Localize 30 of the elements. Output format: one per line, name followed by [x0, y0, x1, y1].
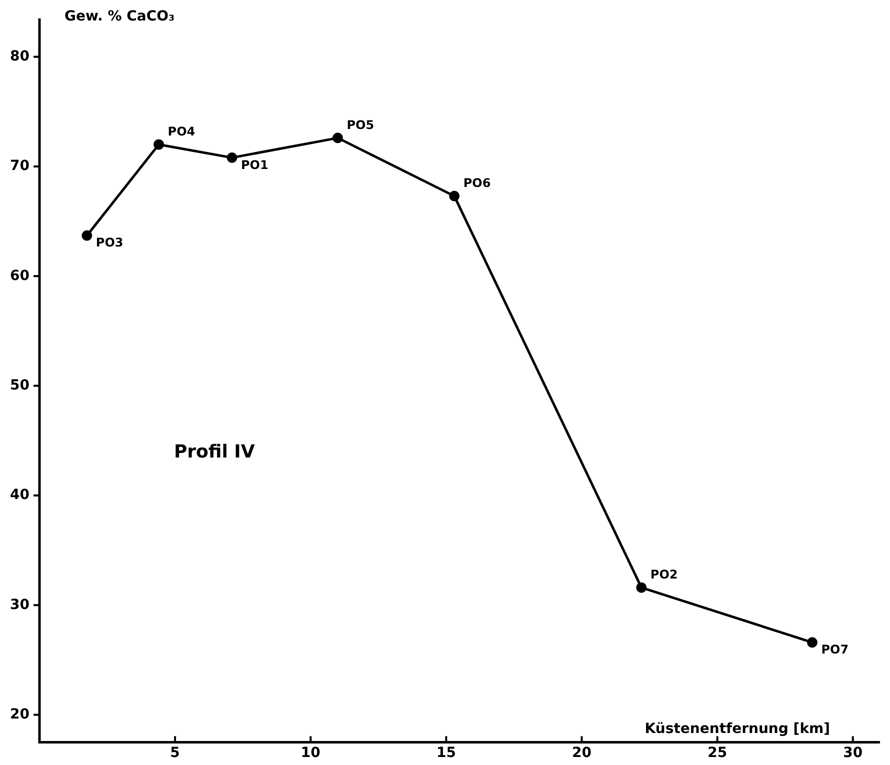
point — [82, 230, 92, 241]
annotation: PO5 — [346, 118, 374, 132]
point — [154, 139, 164, 150]
y-tick-label: 50 — [10, 377, 30, 394]
annotation: PO2 — [650, 568, 678, 582]
y-tick-label: 20 — [10, 706, 30, 722]
annotation: PO1 — [240, 158, 268, 172]
x-tick-label: 25 — [708, 745, 728, 762]
y-tick-label: 60 — [10, 268, 30, 284]
point — [332, 132, 343, 144]
x-tick-label: 5 — [170, 745, 180, 762]
x-tick-label: 30 — [843, 745, 863, 762]
x-axis-title: Küstenentfernung [km] — [644, 720, 830, 737]
y-tick-label: 80 — [10, 48, 30, 64]
annotation: Profil IV — [174, 441, 255, 462]
y-tick-label: 30 — [10, 596, 30, 613]
x-tick-label: 15 — [436, 745, 456, 762]
annotation: PO6 — [463, 176, 491, 190]
annotation: PO4 — [168, 124, 196, 139]
point — [449, 190, 460, 202]
x-tick-label: 20 — [572, 745, 592, 762]
y-axis-title: Gew. % CaCO₃ — [64, 8, 175, 25]
y-tick-label: 40 — [10, 487, 30, 504]
x-tick-label: 10 — [300, 745, 321, 762]
annotation: PO3 — [96, 236, 124, 250]
point — [226, 152, 238, 163]
annotation: PO7 — [821, 642, 849, 657]
y-tick-label: 70 — [10, 158, 30, 174]
point — [636, 582, 647, 593]
point — [806, 637, 818, 648]
